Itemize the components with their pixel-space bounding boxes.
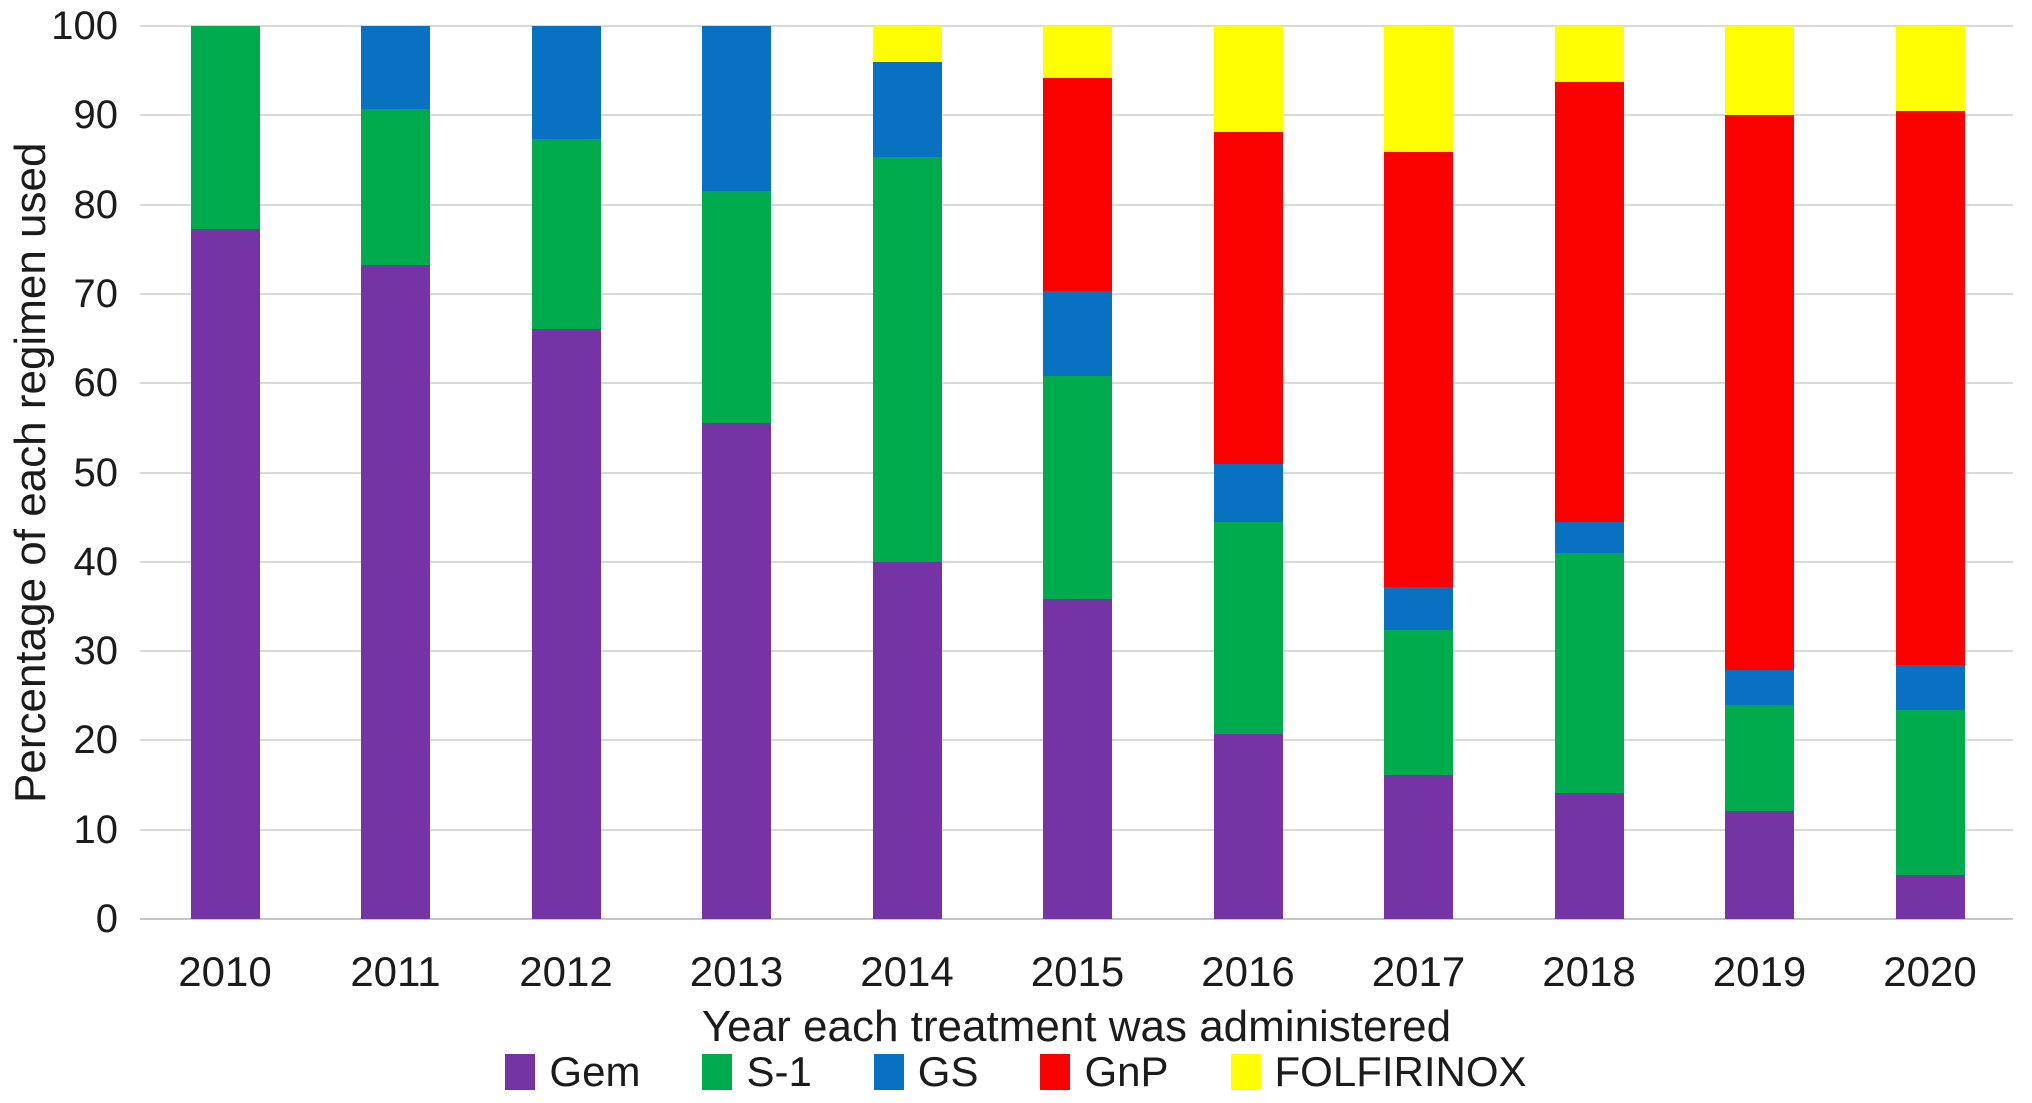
legend-label: FOLFIRINOX	[1274, 1048, 1527, 1095]
y-tick-label: 90	[73, 93, 119, 138]
x-tick-label: 2013	[689, 948, 784, 995]
legend-swatch	[702, 1054, 733, 1090]
bar-segment-s-1-2013	[702, 191, 771, 423]
x-tick-label: 2018	[1542, 948, 1636, 995]
bar-segment-gs-2017	[1384, 586, 1453, 630]
bar-2010	[190, 26, 260, 919]
bar-segment-s-1-2012	[531, 138, 601, 329]
legend-swatch	[873, 1054, 904, 1090]
bar-segment-folfirinox-2019	[1725, 26, 1794, 116]
bar-2015	[1043, 26, 1112, 919]
bar-segment-folfirinox-2014	[872, 26, 942, 62]
legend-item-folfirinox: FOLFIRINOX	[1230, 1048, 1527, 1096]
bar-segment-folfirinox-2015	[1043, 26, 1112, 78]
legend-label: GnP	[1084, 1048, 1169, 1095]
bar-2018	[1554, 26, 1624, 919]
x-axis-line	[140, 918, 2013, 920]
bar-segment-gem-2019	[1725, 810, 1794, 919]
legend-item-s-1: S-1	[702, 1048, 812, 1096]
bar-2012	[531, 26, 601, 919]
bar-segment-gnp-2018	[1554, 82, 1624, 522]
bar-segment-s-1-2016	[1213, 521, 1283, 735]
x-tick-label: 2017	[1371, 948, 1466, 995]
bar-segment-gem-2011	[361, 265, 430, 919]
x-tick-label: 2016	[1201, 948, 1295, 995]
bar-segment-folfirinox-2016	[1213, 26, 1283, 133]
legend-item-gs: GS	[873, 1048, 979, 1096]
legend-label: GS	[917, 1048, 979, 1095]
bar-segment-gem-2015	[1043, 599, 1112, 919]
x-axis-title: Year each treatment was administered	[701, 1002, 1452, 1051]
x-tick-label: 2012	[519, 948, 613, 995]
bar-segment-gem-2017	[1384, 775, 1453, 919]
x-tick-label: 2010	[178, 948, 272, 995]
bar-segment-gs-2014	[872, 61, 942, 158]
bar-segment-s-1-2010	[190, 26, 260, 229]
bar-segment-s-1-2018	[1554, 552, 1624, 794]
bar-segment-gem-2010	[190, 228, 260, 919]
y-tick-label: 60	[73, 361, 119, 406]
bar-2017	[1384, 26, 1453, 919]
y-tick-label: 100	[51, 4, 118, 48]
legend-item-gem: Gem	[505, 1048, 640, 1096]
legend-swatch	[505, 1054, 536, 1090]
bar-segment-gs-2015	[1043, 291, 1112, 377]
y-tick-label: 10	[73, 807, 119, 852]
bar-segment-gnp-2017	[1384, 151, 1453, 587]
bar-2013	[702, 26, 771, 919]
bar-segment-gs-2019	[1725, 669, 1794, 705]
bar-segment-s-1-2015	[1043, 376, 1112, 600]
bar-segment-gem-2014	[872, 561, 942, 919]
bar-segment-gem-2013	[702, 422, 771, 919]
legend-label: S-1	[746, 1048, 812, 1095]
bar-segment-gs-2011	[361, 26, 430, 110]
bar-segment-gnp-2019	[1725, 115, 1794, 670]
y-tick-label: 30	[73, 629, 119, 674]
bar-segment-gnp-2015	[1043, 77, 1112, 292]
y-tick-label: 20	[73, 718, 119, 763]
bar-2014	[872, 26, 942, 919]
bar-segment-gnp-2020	[1895, 110, 1965, 666]
bar-segment-folfirinox-2017	[1384, 26, 1453, 152]
bar-2019	[1725, 26, 1794, 919]
bar-2011	[361, 26, 430, 919]
y-tick-label: 50	[73, 450, 119, 495]
bar-2016	[1213, 26, 1283, 919]
x-tick-label: 2020	[1883, 948, 1977, 995]
bar-segment-gnp-2016	[1213, 132, 1283, 464]
bar-segment-folfirinox-2018	[1554, 26, 1624, 83]
y-tick-label: 40	[73, 539, 119, 584]
bar-segment-gs-2018	[1554, 521, 1624, 553]
y-tick-label: 0	[95, 897, 118, 941]
bar-segment-gem-2012	[531, 328, 601, 919]
bar-2020	[1895, 26, 1965, 919]
y-tick-label: 80	[73, 182, 119, 227]
legend-label: Gem	[549, 1048, 641, 1095]
bar-segment-s-1-2014	[872, 157, 942, 562]
bar-segment-s-1-2020	[1895, 710, 1965, 876]
x-tick-label: 2015	[1030, 948, 1125, 995]
x-tick-label: 2011	[350, 948, 441, 995]
gridline	[140, 25, 2013, 27]
x-tick-label: 2019	[1712, 948, 1807, 995]
legend-swatch	[1230, 1054, 1261, 1090]
bar-segment-gs-2016	[1213, 463, 1283, 522]
bar-segment-gem-2020	[1895, 875, 1965, 919]
bar-segment-gem-2018	[1554, 793, 1624, 919]
legend-item-gnp: GnP	[1040, 1048, 1169, 1096]
bar-segment-gs-2013	[702, 26, 771, 192]
legend-swatch	[1040, 1054, 1071, 1090]
bar-segment-s-1-2011	[361, 109, 430, 266]
legend: Gem S-1 GS GnP FOLFIRINOX	[0, 1048, 2032, 1096]
x-tick-label: 2014	[860, 948, 954, 995]
bar-segment-folfirinox-2020	[1895, 26, 1965, 111]
bar-segment-gem-2016	[1213, 734, 1283, 919]
bar-segment-gs-2012	[531, 26, 601, 139]
bar-segment-s-1-2017	[1384, 629, 1453, 776]
bar-segment-gs-2020	[1895, 665, 1965, 711]
bar-segment-s-1-2019	[1725, 704, 1794, 811]
plot-area	[140, 25, 2013, 920]
y-tick-label: 70	[73, 271, 119, 316]
